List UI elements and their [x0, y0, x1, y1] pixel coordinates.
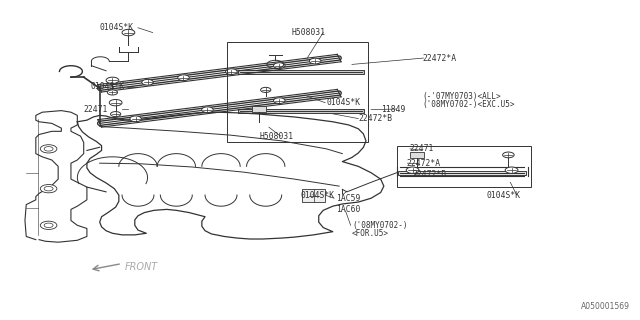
Circle shape	[122, 29, 135, 36]
Text: H508031: H508031	[291, 28, 325, 37]
Text: ('08MY0702-)<EXC.U5>: ('08MY0702-)<EXC.U5>	[422, 100, 515, 109]
Text: 22471: 22471	[84, 105, 108, 114]
Text: 11849: 11849	[381, 105, 405, 114]
Text: 22472*A: 22472*A	[422, 53, 456, 62]
Circle shape	[106, 77, 119, 84]
Circle shape	[406, 167, 419, 173]
Circle shape	[273, 63, 285, 68]
Bar	[252, 106, 266, 112]
Circle shape	[178, 75, 189, 81]
Bar	[410, 152, 424, 158]
Circle shape	[505, 167, 518, 173]
Bar	[227, 42, 368, 142]
Text: 0104S*K: 0104S*K	[90, 82, 124, 91]
Text: H508031: H508031	[259, 132, 294, 140]
Circle shape	[108, 90, 118, 95]
Text: 22472*B: 22472*B	[358, 114, 392, 123]
Text: 22472*B: 22472*B	[413, 170, 447, 179]
Circle shape	[226, 69, 237, 75]
Bar	[302, 189, 325, 202]
Text: 0104S*K: 0104S*K	[100, 23, 134, 32]
Text: 1AC60: 1AC60	[336, 205, 360, 214]
Text: <FOR.U5>: <FOR.U5>	[352, 229, 389, 238]
Text: 0104S*K: 0104S*K	[486, 190, 520, 200]
Circle shape	[202, 107, 213, 113]
Circle shape	[109, 100, 122, 106]
Circle shape	[111, 112, 121, 117]
Text: 0104S*K: 0104S*K	[301, 190, 335, 200]
Bar	[397, 146, 531, 187]
Text: (-'07MY0703)<ALL>: (-'07MY0703)<ALL>	[422, 92, 501, 101]
Circle shape	[40, 185, 57, 193]
Circle shape	[142, 79, 154, 85]
Text: 1AC59: 1AC59	[336, 194, 360, 203]
Circle shape	[40, 145, 57, 153]
Text: ('08MY0702-): ('08MY0702-)	[352, 221, 408, 230]
Text: 22471: 22471	[410, 144, 434, 153]
Circle shape	[130, 116, 141, 122]
Circle shape	[40, 221, 57, 229]
Circle shape	[502, 152, 514, 158]
Text: 0104S*K: 0104S*K	[326, 98, 360, 107]
Circle shape	[273, 98, 285, 104]
Circle shape	[260, 87, 271, 92]
Text: FRONT: FRONT	[125, 262, 159, 272]
Text: A050001569: A050001569	[580, 302, 630, 311]
Text: 22472*A: 22472*A	[406, 159, 440, 168]
Circle shape	[310, 58, 321, 64]
